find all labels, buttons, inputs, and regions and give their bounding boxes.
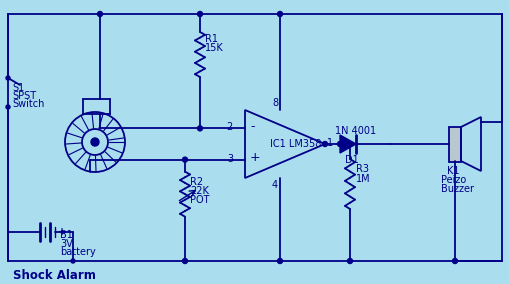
Text: IC1 LM358: IC1 LM358 — [269, 139, 321, 149]
Text: 8: 8 — [271, 98, 277, 108]
Text: Buzzer: Buzzer — [440, 184, 473, 194]
Text: 1: 1 — [326, 138, 332, 148]
Text: R2: R2 — [190, 177, 203, 187]
Circle shape — [182, 157, 187, 162]
Circle shape — [347, 141, 352, 147]
Circle shape — [347, 258, 352, 264]
Text: R3: R3 — [355, 164, 369, 174]
Text: SPST: SPST — [12, 91, 36, 101]
Text: 1M: 1M — [355, 174, 370, 184]
Text: +: + — [58, 227, 66, 237]
Text: 1N 4001: 1N 4001 — [334, 126, 376, 136]
Text: Switch: Switch — [12, 99, 44, 109]
Circle shape — [91, 138, 99, 146]
Circle shape — [6, 76, 10, 80]
Text: 2: 2 — [227, 122, 233, 132]
Text: Shock Alarm: Shock Alarm — [13, 269, 96, 282]
Text: S1: S1 — [12, 83, 24, 93]
Text: 3: 3 — [227, 154, 233, 164]
Text: battery: battery — [60, 247, 96, 257]
Circle shape — [197, 11, 202, 16]
Text: R1: R1 — [205, 34, 217, 44]
Circle shape — [277, 258, 282, 264]
Text: B1: B1 — [60, 230, 73, 240]
Circle shape — [197, 126, 202, 131]
Circle shape — [337, 141, 342, 147]
Circle shape — [322, 141, 327, 147]
Circle shape — [182, 258, 187, 264]
Text: 15K: 15K — [205, 43, 223, 53]
Text: 3V: 3V — [60, 239, 73, 249]
Circle shape — [6, 105, 10, 109]
Circle shape — [97, 11, 102, 16]
Polygon shape — [340, 135, 355, 153]
Text: Peizo: Peizo — [440, 175, 465, 185]
Circle shape — [71, 259, 75, 263]
Text: 4: 4 — [271, 180, 277, 190]
Text: D1: D1 — [344, 155, 358, 165]
Circle shape — [277, 11, 282, 16]
Circle shape — [451, 258, 457, 264]
Text: -: - — [249, 120, 254, 133]
Bar — [448, 127, 460, 162]
Text: +: + — [249, 151, 260, 164]
Text: K1: K1 — [446, 166, 459, 176]
Text: POT: POT — [190, 195, 209, 205]
Text: 22K: 22K — [190, 186, 209, 196]
